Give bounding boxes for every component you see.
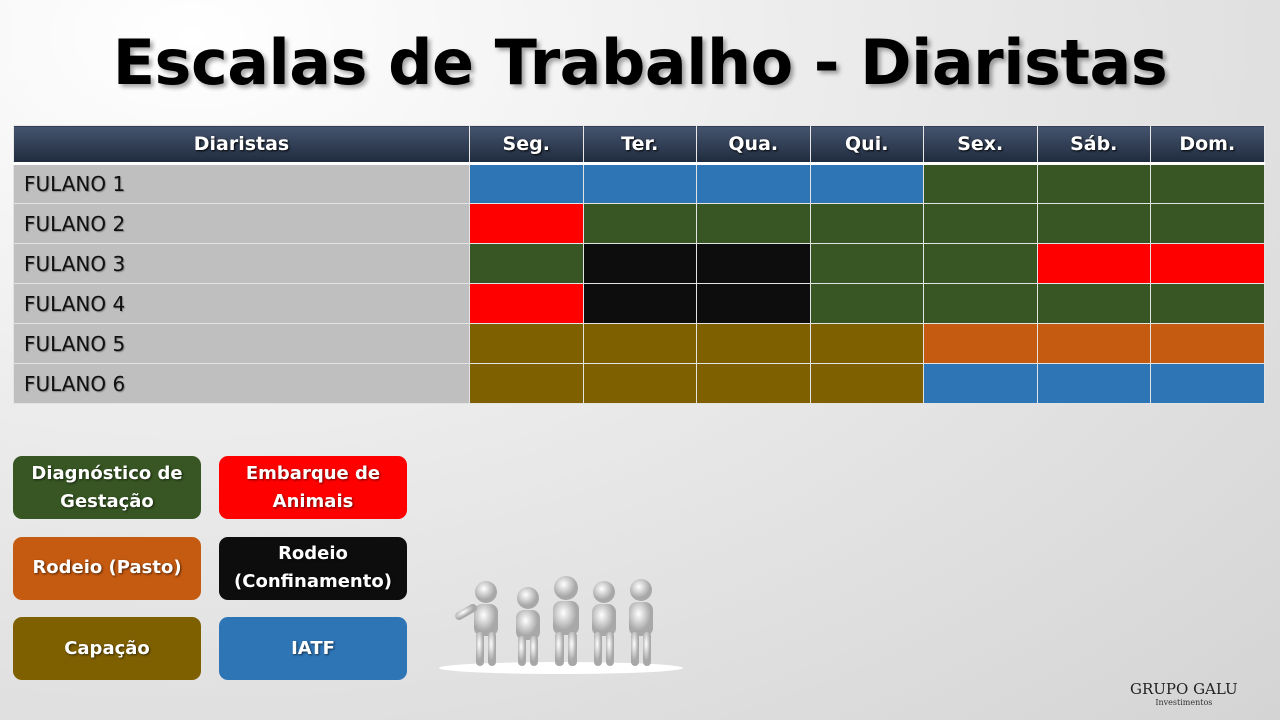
legend-iatf: IATF	[219, 617, 407, 680]
schedule-cell-diag	[923, 243, 1038, 284]
legend-embarque: Embarque de Animais	[219, 456, 407, 519]
worker-name: FULANO 5	[13, 323, 470, 364]
worker-name: FULANO 1	[13, 163, 470, 204]
header-day: Ter.	[582, 125, 697, 165]
schedule-cell-iatf	[1150, 363, 1265, 404]
schedule-cell-pasto	[1150, 323, 1265, 364]
schedule-cell-diag	[809, 283, 924, 324]
schedule-cell-diag	[923, 203, 1038, 244]
schedule-cell-confinamento	[582, 243, 697, 284]
schedule-cell-diag	[1036, 163, 1151, 204]
schedule-cell-confinamento	[582, 283, 697, 324]
header-day: Dom.	[1150, 125, 1265, 165]
schedule-cell-diag	[696, 203, 811, 244]
schedule-cell-capacao	[582, 363, 697, 404]
table-row: FULANO 1	[13, 163, 1265, 204]
people-illustration	[439, 576, 683, 674]
worker-name: FULANO 4	[13, 283, 470, 324]
worker-name: FULANO 3	[13, 243, 470, 284]
table-row: FULANO 5	[13, 323, 1265, 364]
table-row: FULANO 6	[13, 363, 1265, 404]
schedule-table: Diaristas Seg. Ter. Qua. Qui. Sex. Sáb. Dom. FU…	[13, 125, 1265, 404]
schedule-cell-pasto	[1036, 323, 1151, 364]
legend-capacao: Capação	[13, 617, 201, 680]
schedule-cell-capacao	[469, 363, 584, 404]
schedule-cell-diag	[809, 203, 924, 244]
schedule-cell-diag	[469, 243, 584, 284]
schedule-cell-capacao	[696, 323, 811, 364]
header-day: Sex.	[923, 125, 1038, 165]
schedule-cell-capacao	[696, 363, 811, 404]
schedule-cell-embarque	[469, 203, 584, 244]
schedule-cell-iatf	[809, 163, 924, 204]
schedule-cell-diag	[923, 283, 1038, 324]
schedule-cell-embarque	[469, 283, 584, 324]
schedule-cell-diag	[809, 243, 924, 284]
schedule-cell-iatf	[923, 363, 1038, 404]
schedule-cell-diag	[1150, 203, 1265, 244]
schedule-cell-pasto	[923, 323, 1038, 364]
header-day: Sáb.	[1036, 125, 1151, 165]
schedule-cell-confinamento	[696, 283, 811, 324]
schedule-cell-diag	[1036, 203, 1151, 244]
schedule-cell-capacao	[582, 323, 697, 364]
schedule-cell-capacao	[809, 363, 924, 404]
schedule-cell-embarque	[1036, 243, 1151, 284]
schedule-cell-diag	[1036, 283, 1151, 324]
table-row: FULANO 4	[13, 283, 1265, 324]
schedule-cell-diag	[582, 203, 697, 244]
worker-name: FULANO 2	[13, 203, 470, 244]
legend-pasto: Rodeio (Pasto)	[13, 536, 201, 600]
legend-confinamento: Rodeio (Confinamento)	[219, 536, 407, 600]
schedule-cell-iatf	[582, 163, 697, 204]
schedule-cell-embarque	[1150, 243, 1265, 284]
table-row: FULANO 3	[13, 243, 1265, 284]
schedule-cell-capacao	[809, 323, 924, 364]
schedule-cell-diag	[1150, 163, 1265, 204]
schedule-cell-confinamento	[696, 243, 811, 284]
table-row: FULANO 2	[13, 203, 1265, 244]
logo-subtitle: Investimentos	[1155, 698, 1213, 707]
schedule-cell-diag	[923, 163, 1038, 204]
legend-diag: Diagnóstico de Gestação	[13, 456, 201, 519]
schedule-cell-iatf	[1036, 363, 1151, 404]
schedule-cell-capacao	[469, 323, 584, 364]
worker-name: FULANO 6	[13, 363, 470, 404]
logo-name: GRUPO GALU	[1130, 680, 1238, 698]
header-day: Qua.	[696, 125, 811, 165]
schedule-cell-iatf	[469, 163, 584, 204]
schedule-cell-diag	[1150, 283, 1265, 324]
page-title: Escalas de Trabalho - Diaristas	[112, 26, 1168, 99]
schedule-cell-iatf	[696, 163, 811, 204]
header-diaristas: Diaristas	[13, 125, 470, 165]
header-day: Qui.	[809, 125, 924, 165]
company-logo: GRUPO GALU Investimentos	[1130, 680, 1238, 707]
header-day: Seg.	[469, 125, 584, 165]
